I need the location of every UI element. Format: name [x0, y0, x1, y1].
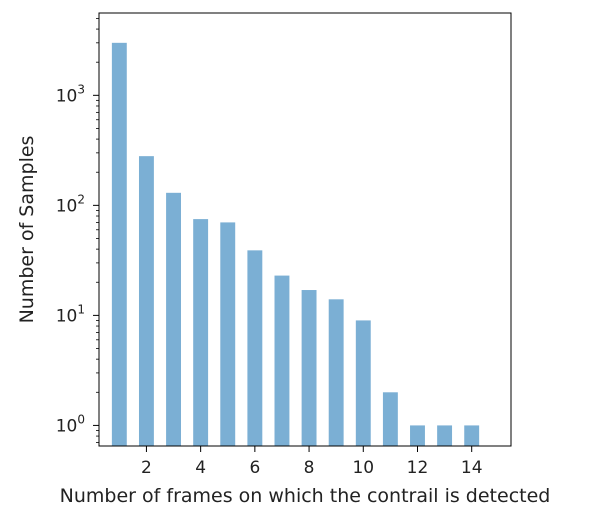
x-tick-label: 4: [195, 458, 206, 478]
bar: [328, 299, 344, 446]
x-tick-label: 6: [249, 458, 260, 478]
bar: [193, 219, 209, 446]
bar: [166, 192, 181, 446]
y-tick-label: 101: [56, 302, 85, 326]
bar: [111, 42, 127, 447]
bar: [138, 156, 154, 447]
bar: [382, 392, 398, 446]
plot-frame: [98, 12, 512, 447]
bar: [301, 290, 317, 446]
y-axis-ticks: 100 101 102 103: [56, 82, 99, 436]
bar: [274, 275, 290, 446]
x-axis-label: Number of frames on which the contrail i…: [60, 485, 551, 507]
bar: [220, 222, 236, 446]
y-axis-label: Number of Samples: [16, 136, 38, 324]
bar: [355, 320, 371, 446]
x-tick-label: 10: [352, 458, 374, 478]
y-tick-label: 102: [56, 192, 85, 216]
x-tick-label: 14: [461, 458, 483, 478]
bar: [410, 425, 425, 446]
x-tick-label: 12: [407, 458, 429, 478]
y-tick-label: 100: [56, 412, 85, 436]
bar: [247, 250, 263, 446]
x-tick-label: 8: [304, 458, 315, 478]
y-tick-label: 103: [56, 82, 85, 106]
bar: [437, 425, 453, 446]
x-tick-label: 2: [141, 458, 152, 478]
bars-group: [111, 42, 480, 447]
bar: [464, 425, 480, 446]
x-axis-ticks: 2 4 6 8 10 12 14: [141, 446, 483, 478]
